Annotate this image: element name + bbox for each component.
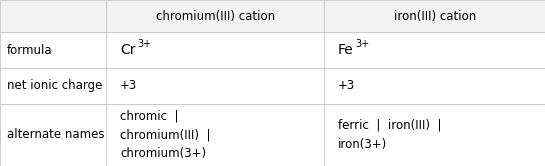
Text: chromium(III) cation: chromium(III) cation [156,10,275,23]
Text: alternate names: alternate names [7,128,104,141]
Text: iron(III) cation: iron(III) cation [393,10,476,23]
Text: +3: +3 [338,79,355,92]
Text: 3+: 3+ [355,39,370,49]
Text: Cr: Cr [120,43,135,57]
Text: 3+: 3+ [137,39,152,49]
Text: +3: +3 [120,79,137,92]
Text: ferric  |  iron(III)  |
iron(3+): ferric | iron(III) | iron(3+) [338,119,441,151]
Text: Fe: Fe [338,43,354,57]
Bar [324,0,545,32]
Text: net ionic charge: net ionic charge [7,79,102,92]
Text: chromic  |
chromium(III)  |
chromium(3+): chromic | chromium(III) | chromium(3+) [120,109,210,160]
Text: formula: formula [7,44,52,57]
Bar [106,0,324,32]
Bar [0,0,106,32]
